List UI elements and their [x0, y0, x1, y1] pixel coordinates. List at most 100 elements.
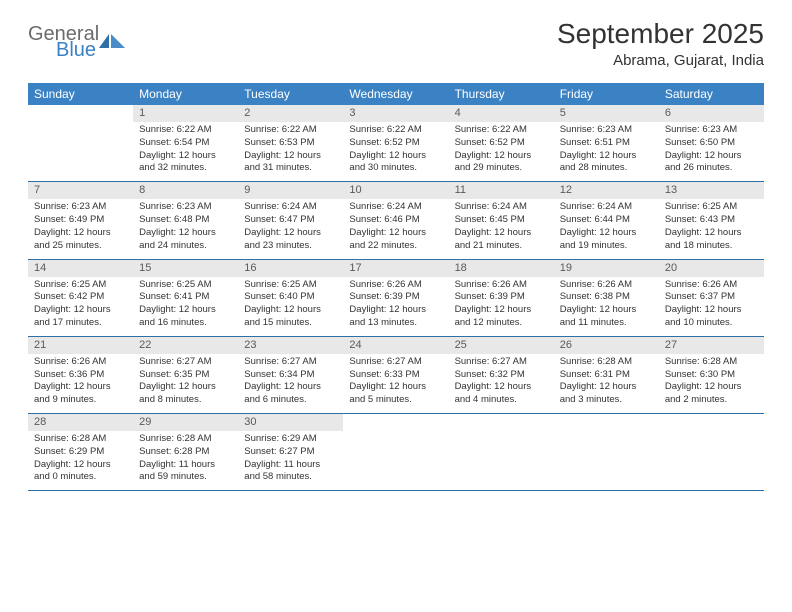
day-number-cell: 28 — [28, 414, 133, 432]
sunrise-text: Sunrise: 6:28 AM — [139, 433, 232, 446]
day-details: Sunrise: 6:26 AMSunset: 6:39 PMDaylight:… — [343, 277, 448, 336]
sunrise-text: Sunrise: 6:26 AM — [665, 279, 758, 292]
day-number — [343, 414, 448, 431]
day-number: 5 — [554, 105, 659, 122]
daylight-text: Daylight: 12 hours and 11 minutes. — [560, 304, 653, 330]
day-number-cell: 16 — [238, 259, 343, 277]
sunset-text: Sunset: 6:29 PM — [34, 446, 127, 459]
sunset-text: Sunset: 6:48 PM — [139, 214, 232, 227]
day-header: Thursday — [449, 83, 554, 105]
day-details: Sunrise: 6:28 AMSunset: 6:30 PMDaylight:… — [659, 354, 764, 413]
day-number: 8 — [133, 182, 238, 199]
sunset-text: Sunset: 6:52 PM — [455, 137, 548, 150]
day-details: Sunrise: 6:25 AMSunset: 6:42 PMDaylight:… — [28, 277, 133, 336]
day-body-cell — [449, 431, 554, 491]
daylight-text: Daylight: 12 hours and 26 minutes. — [665, 150, 758, 176]
logo-triangle-icon — [111, 34, 125, 48]
day-number-cell: 12 — [554, 182, 659, 200]
day-number-cell: 4 — [449, 105, 554, 122]
day-number-cell: 24 — [343, 336, 448, 354]
sunset-text: Sunset: 6:51 PM — [560, 137, 653, 150]
day-number-cell: 8 — [133, 182, 238, 200]
day-number: 15 — [133, 260, 238, 277]
daylight-text: Daylight: 12 hours and 31 minutes. — [244, 150, 337, 176]
day-number-cell — [449, 414, 554, 432]
daylight-text: Daylight: 12 hours and 17 minutes. — [34, 304, 127, 330]
sunset-text: Sunset: 6:47 PM — [244, 214, 337, 227]
day-details: Sunrise: 6:22 AMSunset: 6:54 PMDaylight:… — [133, 122, 238, 181]
sunset-text: Sunset: 6:50 PM — [665, 137, 758, 150]
day-number: 27 — [659, 337, 764, 354]
day-number — [449, 414, 554, 431]
day-number-cell — [28, 105, 133, 122]
day-header: Friday — [554, 83, 659, 105]
day-body-cell: Sunrise: 6:22 AMSunset: 6:54 PMDaylight:… — [133, 122, 238, 182]
day-body-cell: Sunrise: 6:23 AMSunset: 6:49 PMDaylight:… — [28, 199, 133, 259]
day-details: Sunrise: 6:26 AMSunset: 6:39 PMDaylight:… — [449, 277, 554, 336]
month-title: September 2025 — [557, 18, 764, 50]
day-number-cell: 14 — [28, 259, 133, 277]
sunrise-text: Sunrise: 6:25 AM — [34, 279, 127, 292]
day-details: Sunrise: 6:23 AMSunset: 6:48 PMDaylight:… — [133, 199, 238, 258]
day-body-cell: Sunrise: 6:25 AMSunset: 6:43 PMDaylight:… — [659, 199, 764, 259]
day-body-cell: Sunrise: 6:27 AMSunset: 6:32 PMDaylight:… — [449, 354, 554, 414]
daylight-text: Daylight: 11 hours and 58 minutes. — [244, 459, 337, 485]
day-details: Sunrise: 6:26 AMSunset: 6:38 PMDaylight:… — [554, 277, 659, 336]
day-body-cell: Sunrise: 6:22 AMSunset: 6:53 PMDaylight:… — [238, 122, 343, 182]
week-number-row: 21222324252627 — [28, 336, 764, 354]
sunset-text: Sunset: 6:39 PM — [349, 291, 442, 304]
day-details: Sunrise: 6:22 AMSunset: 6:52 PMDaylight:… — [449, 122, 554, 181]
day-details — [343, 431, 448, 489]
day-details: Sunrise: 6:22 AMSunset: 6:53 PMDaylight:… — [238, 122, 343, 181]
week-number-row: 78910111213 — [28, 182, 764, 200]
day-details: Sunrise: 6:27 AMSunset: 6:35 PMDaylight:… — [133, 354, 238, 413]
day-number: 13 — [659, 182, 764, 199]
sunrise-text: Sunrise: 6:23 AM — [34, 201, 127, 214]
day-details: Sunrise: 6:26 AMSunset: 6:37 PMDaylight:… — [659, 277, 764, 336]
sunset-text: Sunset: 6:36 PM — [34, 369, 127, 382]
day-details: Sunrise: 6:25 AMSunset: 6:40 PMDaylight:… — [238, 277, 343, 336]
day-details: Sunrise: 6:29 AMSunset: 6:27 PMDaylight:… — [238, 431, 343, 490]
day-details: Sunrise: 6:23 AMSunset: 6:49 PMDaylight:… — [28, 199, 133, 258]
day-body-cell: Sunrise: 6:28 AMSunset: 6:28 PMDaylight:… — [133, 431, 238, 491]
title-block: September 2025 Abrama, Gujarat, India — [557, 18, 764, 69]
day-number-cell: 21 — [28, 336, 133, 354]
daylight-text: Daylight: 12 hours and 8 minutes. — [139, 381, 232, 407]
day-number-cell: 10 — [343, 182, 448, 200]
day-details: Sunrise: 6:25 AMSunset: 6:41 PMDaylight:… — [133, 277, 238, 336]
daylight-text: Daylight: 12 hours and 5 minutes. — [349, 381, 442, 407]
sunset-text: Sunset: 6:39 PM — [455, 291, 548, 304]
day-body-cell: Sunrise: 6:23 AMSunset: 6:48 PMDaylight:… — [133, 199, 238, 259]
day-number: 17 — [343, 260, 448, 277]
sunset-text: Sunset: 6:28 PM — [139, 446, 232, 459]
location-label: Abrama, Gujarat, India — [557, 52, 764, 69]
logo-text: General Blue — [28, 24, 99, 60]
daylight-text: Daylight: 12 hours and 18 minutes. — [665, 227, 758, 253]
week-body-row: Sunrise: 6:25 AMSunset: 6:42 PMDaylight:… — [28, 277, 764, 337]
calendar-body: 123456Sunrise: 6:22 AMSunset: 6:54 PMDay… — [28, 105, 764, 491]
day-number: 28 — [28, 414, 133, 431]
day-body-cell — [659, 431, 764, 491]
sunset-text: Sunset: 6:42 PM — [34, 291, 127, 304]
day-number-cell: 26 — [554, 336, 659, 354]
day-header: Sunday — [28, 83, 133, 105]
day-number: 19 — [554, 260, 659, 277]
sunset-text: Sunset: 6:54 PM — [139, 137, 232, 150]
day-header: Monday — [133, 83, 238, 105]
day-number: 26 — [554, 337, 659, 354]
day-number — [659, 414, 764, 431]
day-body-cell: Sunrise: 6:22 AMSunset: 6:52 PMDaylight:… — [343, 122, 448, 182]
sunset-text: Sunset: 6:46 PM — [349, 214, 442, 227]
day-body-cell: Sunrise: 6:28 AMSunset: 6:29 PMDaylight:… — [28, 431, 133, 491]
sunrise-text: Sunrise: 6:29 AM — [244, 433, 337, 446]
day-body-cell: Sunrise: 6:25 AMSunset: 6:40 PMDaylight:… — [238, 277, 343, 337]
daylight-text: Daylight: 12 hours and 4 minutes. — [455, 381, 548, 407]
daylight-text: Daylight: 12 hours and 32 minutes. — [139, 150, 232, 176]
daylight-text: Daylight: 12 hours and 24 minutes. — [139, 227, 232, 253]
calendar-table: Sunday Monday Tuesday Wednesday Thursday… — [28, 83, 764, 491]
day-number: 18 — [449, 260, 554, 277]
day-body-cell: Sunrise: 6:25 AMSunset: 6:41 PMDaylight:… — [133, 277, 238, 337]
day-number: 12 — [554, 182, 659, 199]
sunrise-text: Sunrise: 6:23 AM — [665, 124, 758, 137]
day-body-cell: Sunrise: 6:24 AMSunset: 6:44 PMDaylight:… — [554, 199, 659, 259]
